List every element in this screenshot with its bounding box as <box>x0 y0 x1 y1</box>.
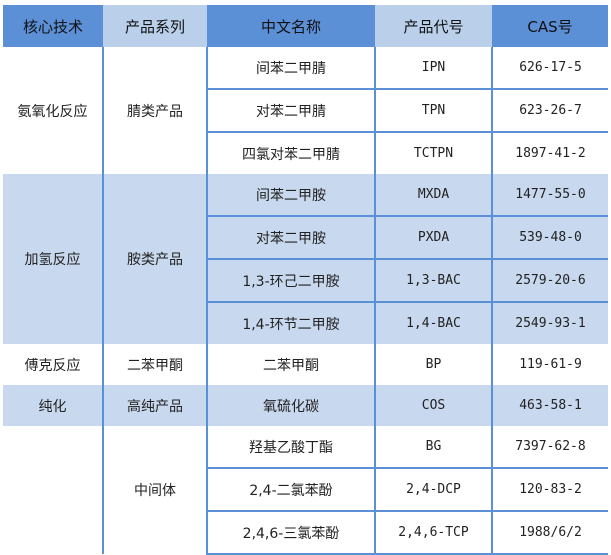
chinese-name-cell: 1,3-环己二甲胺 <box>207 259 376 303</box>
product-code-cell: TPN <box>374 89 493 133</box>
cas-cell: 1897-41-2 <box>491 132 608 174</box>
table-row: 纯化 高纯产品 氧硫化碳 COS 463-58-1 <box>3 385 608 426</box>
cas-cell: 2549-93-1 <box>491 302 608 344</box>
core-tech-cell <box>3 426 104 554</box>
header-row: 核心技术 产品系列 中文名称 产品代号 CAS号 <box>3 5 608 47</box>
cas-cell: 539-48-0 <box>491 216 608 260</box>
product-series-cell: 胺类产品 <box>102 174 208 344</box>
column-header: 产品系列 <box>103 5 207 47</box>
table-row: 加氢反应 胺类产品 间苯二甲胺 MXDA 1477-55-0 <box>3 174 608 344</box>
chinese-name-cell: 2,4,6-三氯苯酚 <box>207 511 376 555</box>
chinese-name-cell: 间苯二甲胺 <box>206 174 376 217</box>
chinese-name-cell: 对苯二甲胺 <box>207 216 376 260</box>
product-code-cell: 2,4-DCP <box>374 468 493 512</box>
core-tech-cell: 氨氧化反应 <box>3 47 104 174</box>
column-header: 核心技术 <box>3 5 103 47</box>
product-code-cell: 1,3-BAC <box>374 259 493 303</box>
chinese-name-cell: 四氯对苯二甲腈 <box>207 132 376 174</box>
cas-cell: 626-17-5 <box>491 47 608 90</box>
product-code-cell: TCTPN <box>374 132 493 174</box>
cas-cell: 120-83-2 <box>491 468 608 512</box>
product-series-cell: 腈类产品 <box>102 47 208 174</box>
core-tech-cell: 纯化 <box>3 385 104 426</box>
product-code-cell: 1,4-BAC <box>374 302 493 344</box>
column-header: 产品代号 <box>375 5 492 47</box>
core-tech-cell: 加氢反应 <box>3 174 104 344</box>
cas-cell: 463-58-1 <box>491 385 608 426</box>
core-tech-cell: 傅克反应 <box>3 344 104 385</box>
table-row: 傅克反应 二苯甲酮 二苯甲酮 BP 119-61-9 <box>3 344 608 385</box>
product-code-cell: BP <box>374 344 493 385</box>
product-series-cell: 高纯产品 <box>102 385 208 426</box>
cas-cell: 623-26-7 <box>491 89 608 133</box>
table-row: 1,4-环节二甲胺 1,4-BAC 2549-93-1 <box>3 302 608 344</box>
cas-cell: 2579-20-6 <box>491 259 608 303</box>
product-code-cell: MXDA <box>374 174 493 217</box>
product-code-cell: PXDA <box>374 216 493 260</box>
column-header: CAS号 <box>492 5 608 47</box>
table-row: 1,3-环己二甲胺 1,3-BAC 2579-20-6 <box>3 259 608 303</box>
cas-cell: 7397-62-8 <box>491 426 608 469</box>
chinese-name-cell: 对苯二甲腈 <box>207 89 376 133</box>
cas-cell: 1988/6/2 <box>491 511 608 555</box>
chinese-name-cell: 2,4-二氯苯酚 <box>207 468 376 512</box>
product-series-cell: 中间体 <box>102 426 208 554</box>
chinese-name-cell: 间苯二甲腈 <box>206 47 376 90</box>
product-code-cell: BG <box>374 426 493 469</box>
cas-cell: 1477-55-0 <box>491 174 608 217</box>
product-code-cell: 2,4,6-TCP <box>374 511 493 555</box>
chinese-name-cell: 羟基乙酸丁酯 <box>206 426 376 469</box>
product-table: 核心技术 产品系列 中文名称 产品代号 CAS号 氨氧化反应 腈类产品 间苯二甲腈 IPN 62… <box>3 5 608 555</box>
chinese-name-cell: 氧硫化碳 <box>206 385 376 426</box>
product-series-cell: 二苯甲酮 <box>102 344 208 385</box>
table-row: 2,4-二氯苯酚 2,4-DCP 120-83-2 <box>3 468 608 512</box>
chinese-name-cell: 二苯甲酮 <box>206 344 376 385</box>
table-row: 氨氧化反应 腈类产品 间苯二甲腈 IPN 626-17-5 <box>3 47 608 174</box>
product-code-cell: COS <box>374 385 493 426</box>
table-row: 四氯对苯二甲腈 TCTPN 1897-41-2 <box>3 132 608 174</box>
table-row: 对苯二甲腈 TPN 623-26-7 <box>3 89 608 133</box>
table-row: 对苯二甲胺 PXDA 539-48-0 <box>3 216 608 260</box>
cas-cell: 119-61-9 <box>491 344 608 385</box>
chinese-name-cell: 1,4-环节二甲胺 <box>207 302 376 344</box>
product-code-cell: IPN <box>374 47 493 90</box>
column-header: 中文名称 <box>207 5 375 47</box>
table-row: 中间体 羟基乙酸丁酯 BG 7397-62-8 <box>3 426 608 554</box>
